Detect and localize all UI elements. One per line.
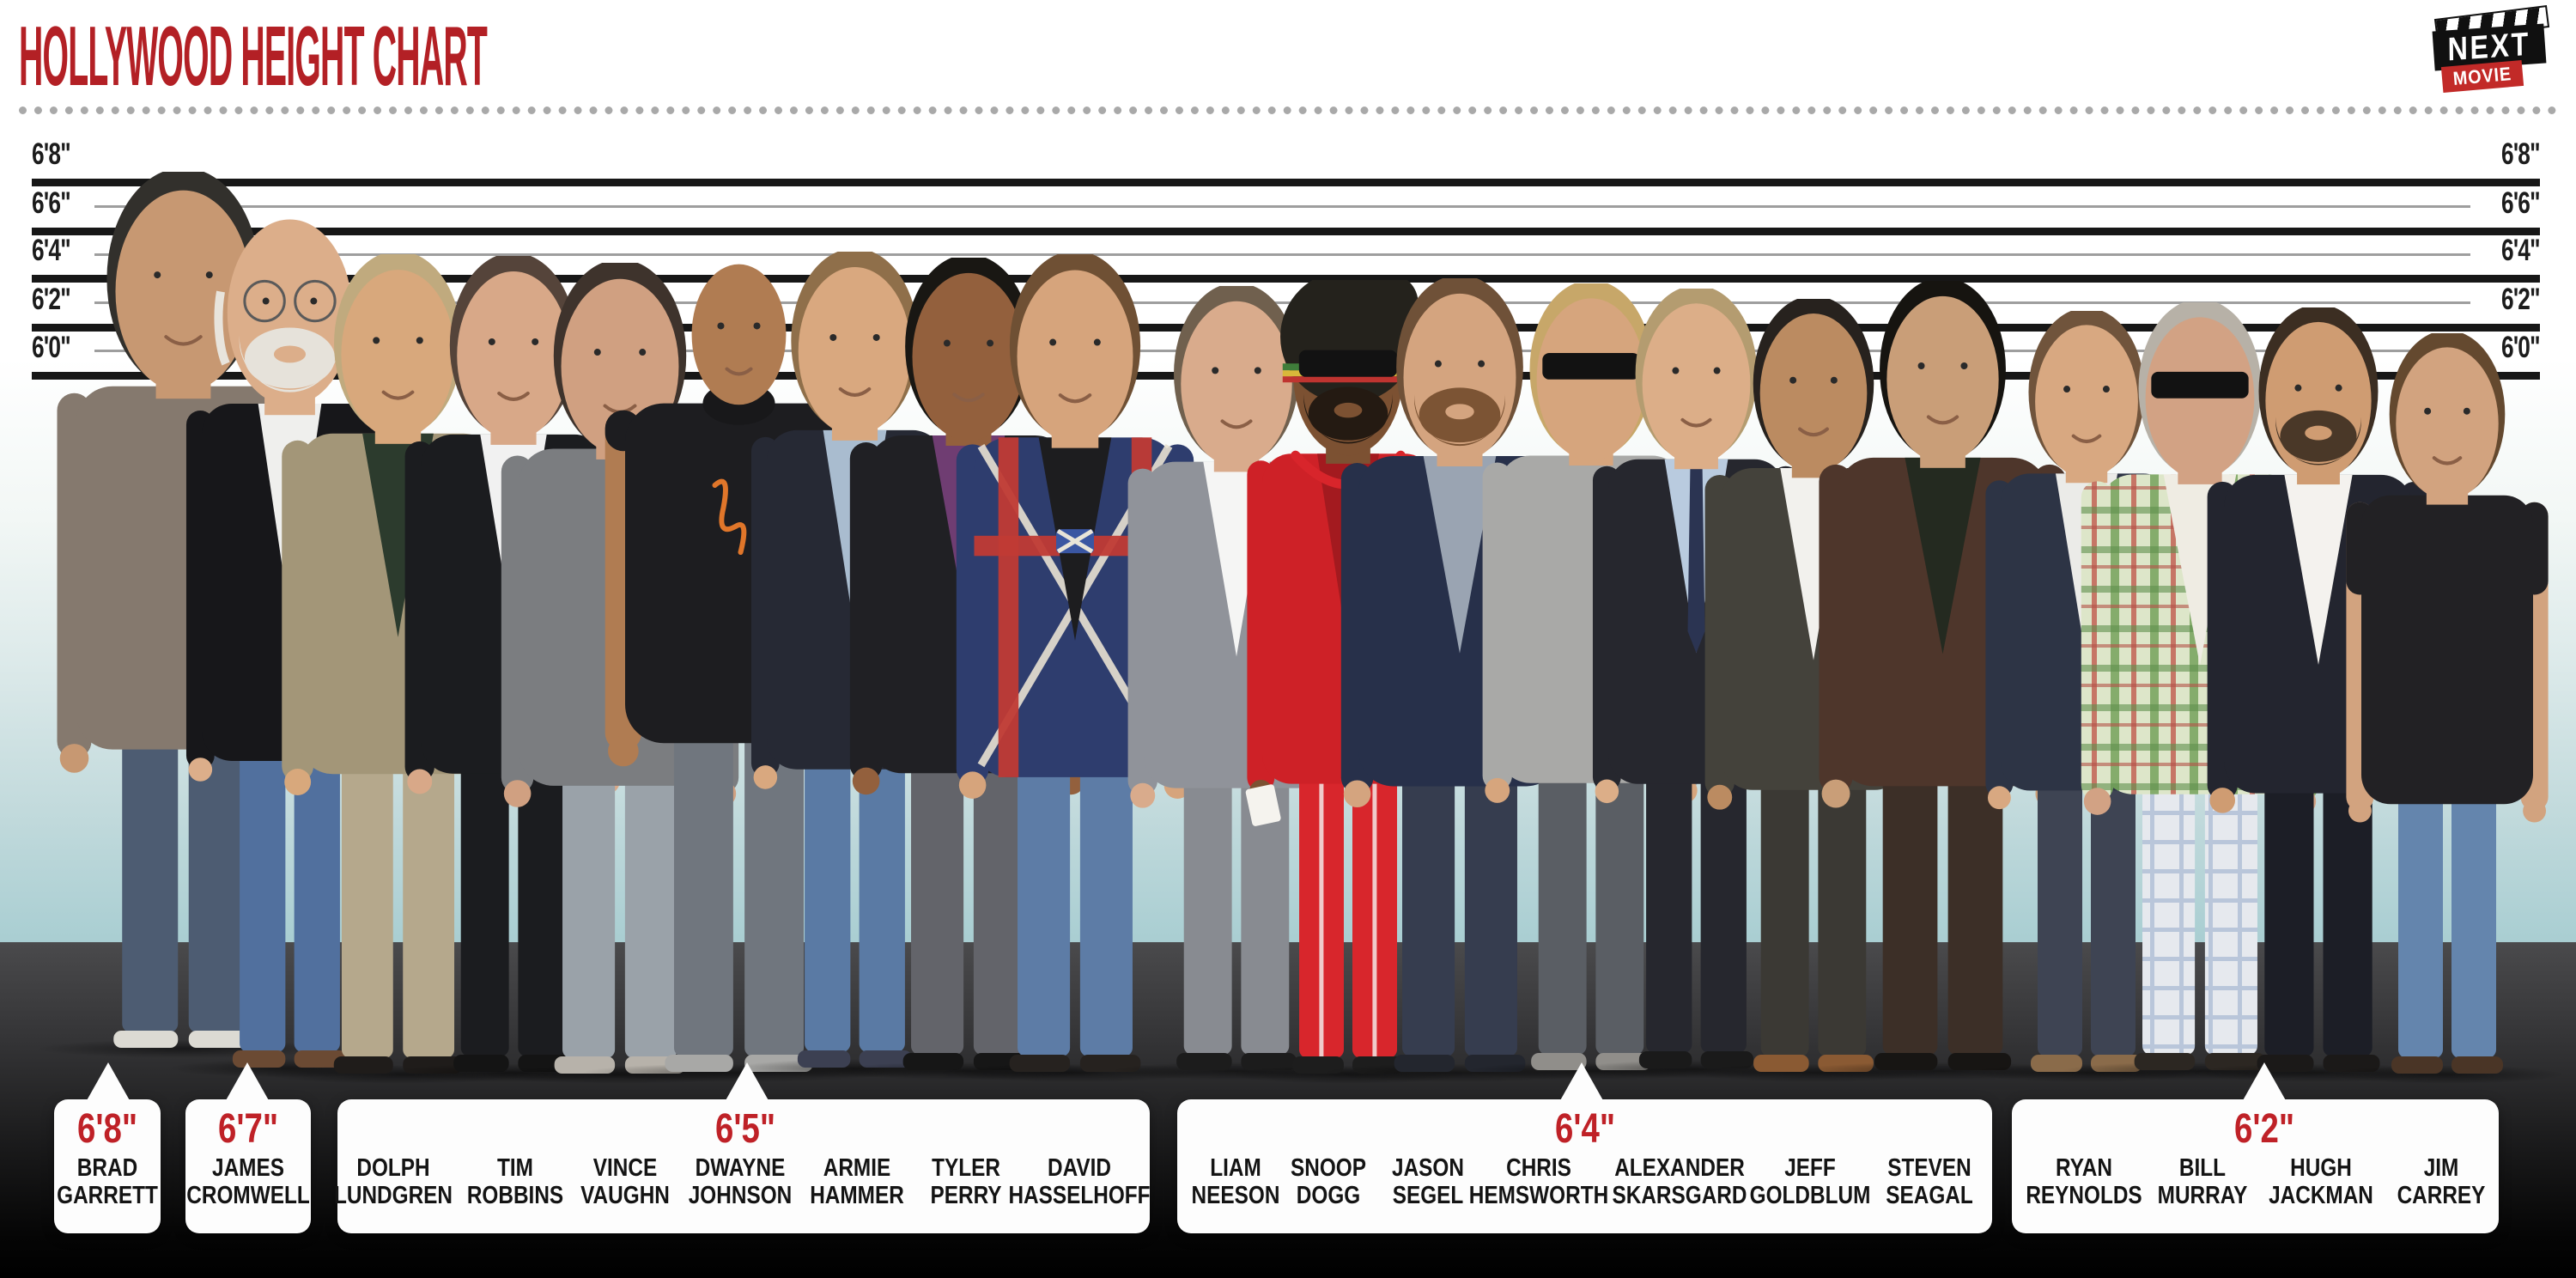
height-ruler-label-right: 6'4" [2501,234,2541,267]
height-ruler-label-right: 6'6" [2501,186,2541,220]
actor-name-label: RYAN REYNOLDS [2026,1154,2142,1210]
height-ruler-label-left: 6'4" [32,234,71,267]
next-movie-logo: NEXT MOVIE [2432,3,2550,94]
ruler-minor-line [94,301,2470,304]
actor-name-label: STEVEN SEAGAL [1886,1154,1973,1210]
height-ruler-label-left: 6'8" [32,137,71,171]
actor-figure-david-hasselhoff [903,250,1247,1074]
actor-name-label: ALEXANDER SKARSGARD [1612,1154,1747,1210]
height-group-box-65: 6'5" DOLPH LUNDGREN TIM ROBBINS VINCE VAUGHN DW… [333,1062,1151,1233]
actor-name-label: DAVID HASSELHOFF [1008,1154,1151,1210]
ruler-minor-line [94,205,2470,208]
actor-name-label: JAMES CROMWELL [186,1154,310,1210]
height-group-box-68: 6'8" BRAD GARRETT [54,1062,161,1233]
actor-name-label: TIM ROBBINS [466,1154,564,1210]
height-group-box-62: 6'2" RYAN REYNOLDS BILL MURRAY HUGH JACKMAN JIM… [2012,1062,2499,1233]
callout-tail [2242,1062,2287,1102]
group-height-label: 6'4" [1554,1106,1616,1152]
actor-name-label: LIAM NEESON [1191,1154,1280,1210]
page-title: HOLLYWOOD HEIGHT CHART [19,9,488,103]
actor-name-label: DWAYNE JOHNSON [688,1154,793,1210]
ruler-major-line [32,275,2540,283]
callout-tail [1559,1062,1604,1102]
height-ruler-label-left: 6'0" [32,331,71,364]
ruler-major-line [32,179,2540,186]
height-ruler-label-left: 6'2" [32,283,71,316]
group-height-label: 6'5" [714,1106,776,1152]
actor-name-label: BRAD GARRETT [57,1154,158,1210]
group-height-label: 6'7" [217,1106,279,1152]
callout-tail [725,1062,769,1102]
actor-name-label: CHRIS HEMSWORTH [1468,1154,1609,1210]
actor-name-label: SNOOP DOGG [1291,1154,1366,1210]
actor-name-label: TYLER PERRY [930,1154,1002,1210]
actor-name-label: JASON SEGEL [1392,1154,1464,1210]
height-ruler-label-right: 6'0" [2501,331,2541,364]
actor-name-label: BILL MURRAY [2157,1154,2248,1210]
actor-name-label: ARMIE HAMMER [810,1154,904,1210]
actor-name-label: HUGH JACKMAN [2269,1154,2373,1210]
height-group-box-64: 6'4" LIAM NEESON SNOOP DOGG JASON SEGEL CHRIS HE… [1177,1062,1992,1233]
actor-name-label: JIM CARREY [2397,1154,2486,1210]
height-ruler-label-right: 6'2" [2501,283,2541,316]
actor-name-label: DOLPH LUNDGREN [333,1154,453,1210]
ruler-minor-line [94,253,2470,256]
actor-name-label: JEFF GOLDBLUM [1749,1154,1871,1210]
actor-figure-jim-carrey [2301,330,2576,1075]
dotted-divider [19,106,2557,114]
height-ruler-label-right: 6'8" [2501,137,2541,171]
callout-tail [86,1062,131,1102]
ruler-major-line [32,228,2540,235]
callout-tail [225,1062,270,1102]
group-height-label: 6'2" [2233,1106,2295,1152]
actor-name-label: VINCE VAUGHN [580,1154,670,1210]
height-ruler-label-left: 6'6" [32,186,71,220]
group-height-label: 6'8" [76,1106,138,1152]
height-group-box-67: 6'7" JAMES CROMWELL [185,1062,311,1233]
